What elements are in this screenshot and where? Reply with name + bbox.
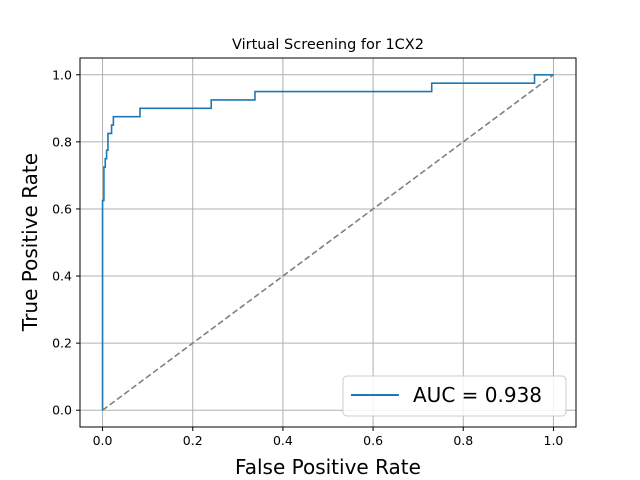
y-axis-label: True Positive Rate: [18, 153, 42, 332]
legend: AUC = 0.938: [342, 375, 567, 417]
roc-curve-line: [101, 73, 554, 411]
y-tick-label: 1.0: [52, 67, 72, 82]
tick-layer: 0.0 0.2 0.4 0.6 0.8 1.0 0.0 0.2 0.4 0.6 0.8 1.0: [52, 67, 563, 448]
chart-title: Virtual Screening for 1CX2: [232, 37, 424, 53]
legend-box: [342, 375, 567, 417]
x-tick-label: 1.0: [544, 433, 564, 448]
x-tick-label: 0.0: [93, 433, 113, 448]
x-tick-label: 0.2: [183, 433, 203, 448]
y-tick-label: 0.0: [52, 403, 72, 418]
legend-label-auc: AUC = 0.938: [413, 383, 542, 407]
y-tick-label: 0.2: [52, 336, 72, 351]
x-tick-label: 0.8: [453, 433, 473, 448]
series-layer: [101, 73, 554, 411]
grid-lines: [80, 58, 576, 427]
axes-frame: [79, 57, 577, 428]
random-baseline-line: [102, 74, 554, 411]
x-tick-label: 0.6: [363, 433, 383, 448]
x-tick-label: 0.4: [273, 433, 293, 448]
y-tick-label: 0.4: [52, 269, 72, 284]
y-tick-label: 0.6: [52, 201, 72, 216]
x-axis-label: False Positive Rate: [235, 455, 421, 479]
y-tick-label: 0.8: [52, 134, 72, 149]
